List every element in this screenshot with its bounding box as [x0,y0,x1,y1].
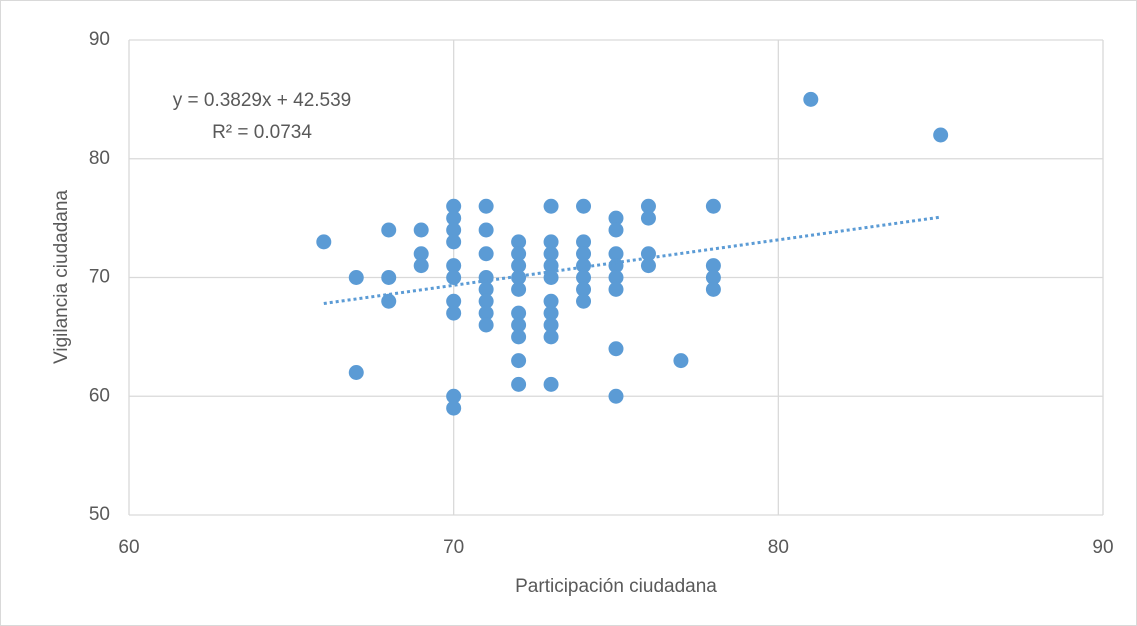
x-tick-label: 60 [118,537,139,558]
point [803,91,819,107]
point [511,317,527,333]
point [543,246,559,262]
point [478,317,494,333]
point [640,210,656,226]
point [511,270,527,285]
point [511,329,527,345]
y-tick-label: 70 [89,267,110,288]
y-tick-label: 50 [89,504,110,525]
point [511,305,527,321]
point [640,258,656,274]
point [576,281,592,297]
point [608,270,624,285]
point [511,281,527,297]
point [543,234,559,250]
point [446,210,462,226]
point [381,270,397,285]
point [478,305,494,321]
y-axis-label: Vigilancia ciudadana [51,190,72,364]
point [543,317,559,333]
point [446,222,462,238]
point [705,258,721,274]
point [543,376,559,392]
point [511,246,527,262]
point [446,388,462,404]
point [705,270,721,285]
point [446,293,462,309]
point [576,270,592,285]
x-tick-label: 70 [443,537,464,558]
point [543,198,559,214]
point [608,246,624,262]
point [576,198,592,214]
point [576,246,592,262]
y-tick-label: 90 [89,29,110,50]
trendline-equation: y = 0.3829x + 42.539 [173,90,352,111]
point [608,258,624,274]
x-tick-label: 80 [768,537,789,558]
trendline [323,215,941,305]
point [413,258,429,274]
point [576,234,592,250]
point [640,198,656,214]
point [673,353,689,369]
point [608,341,624,357]
y-tick-label: 60 [89,385,110,406]
point [413,246,429,262]
x-axis-label: Participación ciudadana [515,576,717,597]
point [543,293,559,309]
point [478,293,494,309]
trendline-r2: R² = 0.0734 [212,122,312,143]
point [348,365,364,380]
point [413,222,429,238]
point [576,293,592,309]
point [446,198,462,214]
point [511,234,527,250]
point [381,222,397,238]
point [511,353,527,369]
point [316,234,332,250]
point [543,270,559,285]
y-tick-label: 80 [89,148,110,169]
point [705,198,721,214]
point [348,270,364,285]
point [446,234,462,250]
point [478,246,494,262]
point [543,329,559,345]
point [478,281,494,297]
x-tick-label: 90 [1092,537,1113,558]
point [543,305,559,321]
point [478,270,494,285]
point [478,222,494,238]
point [543,258,559,274]
point [608,222,624,238]
point [381,293,397,309]
point [446,305,462,321]
point [576,258,592,274]
point [478,198,494,214]
point [511,258,527,274]
point [705,281,721,297]
point [933,127,949,143]
point [446,258,462,274]
point [608,388,624,404]
point [446,270,462,285]
point [446,400,462,416]
point [608,210,624,226]
point [511,376,527,392]
point [608,281,624,297]
